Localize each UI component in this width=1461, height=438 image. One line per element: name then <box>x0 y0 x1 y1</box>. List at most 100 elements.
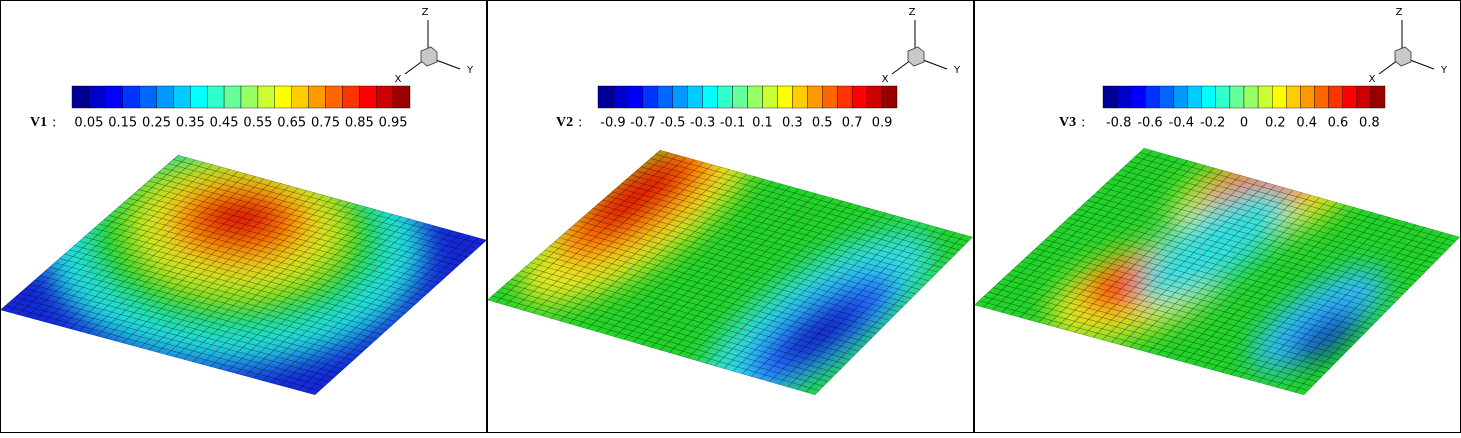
colorbar-tick-label: 0.6 <box>1328 116 1349 131</box>
mesh-line <box>978 300 1309 391</box>
mesh-line <box>732 215 895 372</box>
mesh-line <box>983 295 1313 387</box>
mesh-line <box>209 211 385 367</box>
mesh-line <box>69 249 382 336</box>
mesh-line <box>1193 207 1355 366</box>
colorbar-band <box>1328 85 1343 109</box>
axis-z-label: Z <box>909 7 916 18</box>
mesh-line <box>1021 261 1348 352</box>
mesh-line <box>505 154 678 306</box>
mesh-line <box>297 235 471 391</box>
surface <box>487 150 973 395</box>
mesh-line <box>1139 152 1456 242</box>
colorbar-band <box>762 85 778 109</box>
mesh-line <box>29 283 344 370</box>
colorbar-band <box>1102 85 1118 109</box>
colorbar-band <box>717 85 733 109</box>
colorbar-band <box>291 85 309 109</box>
colorbar-band <box>851 85 868 109</box>
mesh-line <box>104 183 282 339</box>
mesh-line <box>669 198 835 353</box>
mesh-line <box>163 167 473 254</box>
mesh-line <box>1016 265 1344 356</box>
colorbar-tick-label: -0.9 <box>600 116 625 131</box>
mesh-line <box>158 171 468 258</box>
mesh-line <box>227 216 402 372</box>
mesh-line <box>1276 229 1434 388</box>
mesh-line <box>1083 177 1250 336</box>
colorbar-band <box>1159 85 1174 109</box>
colorbar-band <box>642 85 659 109</box>
surface-colors <box>518 150 936 395</box>
colorbar-band <box>597 85 614 109</box>
colorbar-band <box>223 85 242 109</box>
mesh-line <box>123 202 435 288</box>
mesh-line <box>523 159 695 311</box>
mesh-line <box>34 279 349 366</box>
color-region <box>1137 185 1291 305</box>
color-region <box>586 156 688 234</box>
separator: : <box>578 116 582 131</box>
mesh-line <box>122 187 299 344</box>
mesh-line <box>568 228 890 321</box>
mesh-line <box>514 157 687 309</box>
mesh-line <box>577 173 748 327</box>
mesh-line <box>631 174 947 264</box>
mesh-line <box>623 186 791 340</box>
mesh-line <box>611 191 930 282</box>
mesh-line <box>632 188 800 343</box>
mesh-line <box>1202 209 1364 368</box>
mesh-line <box>541 164 713 317</box>
mesh-line <box>1111 184 1276 343</box>
mesh-line <box>687 202 852 359</box>
colorbar-tick-label: -0.8 <box>1106 116 1131 131</box>
colorbar-band <box>1300 85 1315 109</box>
colorbar-band <box>792 85 808 109</box>
mesh-line <box>262 225 436 382</box>
mesh-line <box>554 241 877 334</box>
colorbar-tick-label: -0.2 <box>1200 116 1225 131</box>
color-region <box>198 194 282 242</box>
variable-label: V3 <box>1059 115 1076 130</box>
mesh-line <box>128 197 440 284</box>
colorbar-tick-label: -0.3 <box>690 116 715 131</box>
mesh-line <box>1035 248 1361 339</box>
mesh-line <box>17 159 196 315</box>
axis-x-label: X <box>395 74 402 85</box>
colorbar-band <box>274 85 292 109</box>
mesh-line <box>487 299 816 395</box>
mesh-line <box>148 194 325 351</box>
mesh-line <box>587 212 908 304</box>
mesh-line <box>279 230 453 386</box>
triad-cube <box>1394 46 1412 67</box>
mesh-line <box>1047 167 1215 326</box>
mesh-line <box>271 227 445 384</box>
mesh-line <box>592 208 912 299</box>
mesh-line <box>530 262 855 356</box>
mesh-line <box>87 178 265 334</box>
colorbar-band <box>206 85 225 109</box>
colorbar-tick-label: -0.1 <box>720 116 745 131</box>
mesh-line <box>168 163 478 249</box>
colorbar-band <box>807 85 823 109</box>
mesh-line <box>1049 234 1374 326</box>
mesh-line <box>133 193 445 280</box>
mesh-line <box>982 150 1153 308</box>
mesh-line <box>34 164 213 320</box>
mesh-line <box>1175 202 1338 361</box>
colorbar-band <box>105 85 123 109</box>
mesh-line <box>1102 182 1268 341</box>
mesh-line <box>1166 199 1329 358</box>
colorbar-band <box>359 85 377 109</box>
mesh-line <box>506 283 833 378</box>
colorbar-tick-label: 0.95 <box>379 116 408 131</box>
variable-label: V2 <box>556 115 573 130</box>
mesh-line <box>1101 186 1422 277</box>
colorbar-band <box>308 85 326 109</box>
mesh-line <box>583 216 903 308</box>
mesh-line <box>78 176 256 332</box>
mesh-line <box>52 168 230 325</box>
mesh-line <box>157 197 333 353</box>
mesh-line <box>640 166 956 255</box>
mesh-line <box>751 219 913 377</box>
